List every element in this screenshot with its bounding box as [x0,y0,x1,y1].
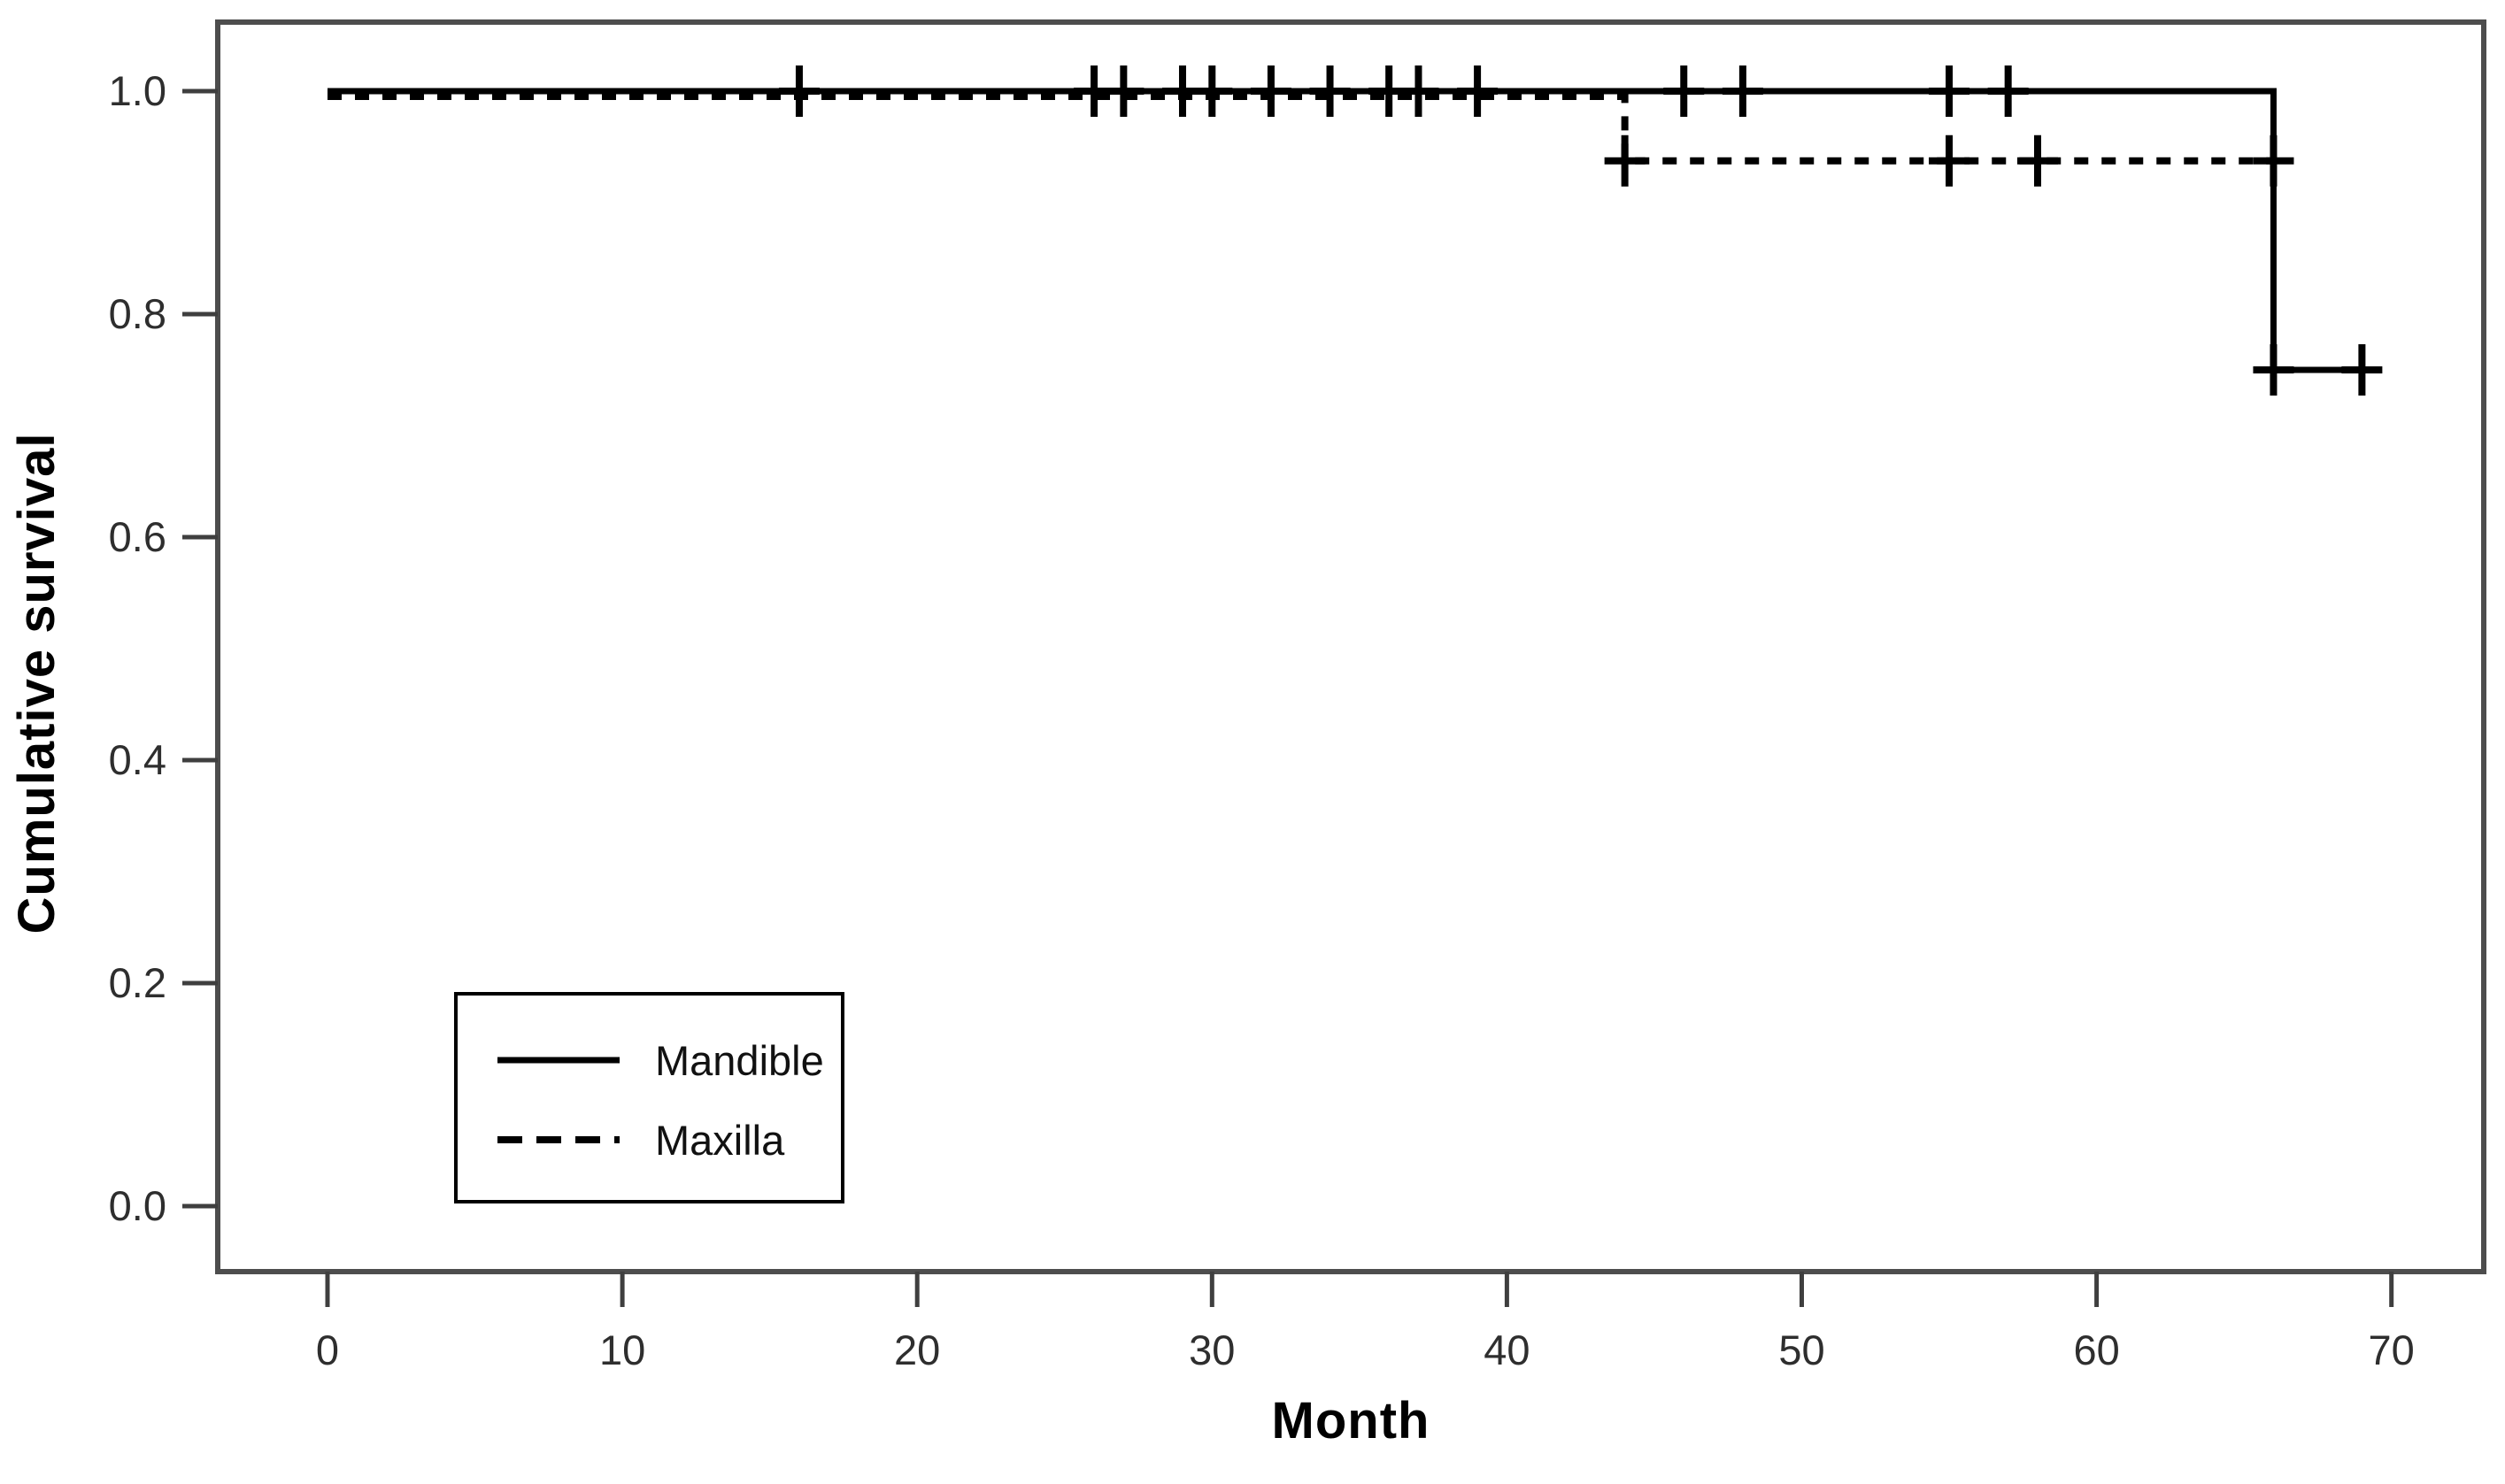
x-tick-label: 20 [894,1326,940,1373]
censor-mark-mandible [1987,65,2029,117]
x-tick-label: 60 [2073,1326,2119,1373]
censor-mark-mandible [778,65,820,117]
censor-mark-mandible [1929,65,1970,117]
y-tick-label: 0.6 [109,513,166,560]
censor-mark-maxilla [2016,135,2058,187]
y-tick-label: 0.0 [109,1182,166,1229]
axes: 0 10 20 30 40 50 60 70 0.0 0.2 0.4 0.6 0.8 1.0 [109,67,2415,1373]
censor-mark-mandible [1722,65,1763,117]
legend-label-maxilla: Maxilla [655,1117,785,1164]
x-axis-title: Month [1271,1392,1430,1449]
censor-mark-maxilla [1929,135,1970,187]
curve-mandible [328,88,2362,373]
y-tick-label: 0.4 [109,736,166,783]
plot-frame [215,19,2486,1274]
censor-mark-mandible [1103,65,1145,117]
censor-mark-maxilla [1604,135,1646,187]
curve-maxilla [328,93,2274,165]
censor-mark-mandible [1663,65,1705,117]
x-tick-label: 70 [2369,1326,2415,1373]
x-tick-label: 50 [1778,1326,1824,1373]
censor-mark-mandible [2253,344,2294,396]
y-tick-label: 1.0 [109,67,166,114]
legend: Mandible Maxilla [454,992,844,1203]
survival-curves [328,65,2383,396]
censor-mark-mandible [1250,65,1291,117]
legend-label-mandible: Mandible [655,1037,824,1084]
y-axis-title: Cumulative survival [8,432,66,934]
x-tick-label: 0 [316,1326,339,1373]
censor-mark-mandible [1309,65,1351,117]
censor-mark-mandible [1398,65,1439,117]
y-tick-label: 0.8 [109,290,166,337]
censor-mark-mandible [2341,344,2383,396]
x-tick-label: 10 [599,1326,645,1373]
censor-mark-mandible [1457,65,1499,117]
x-tick-label: 40 [1484,1326,1530,1373]
x-tick-label: 30 [1189,1326,1235,1373]
legend-box [454,992,844,1203]
y-tick-label: 0.2 [109,959,166,1006]
censor-mark-mandible [1191,65,1233,117]
censor-mark-maxilla [2253,135,2294,187]
